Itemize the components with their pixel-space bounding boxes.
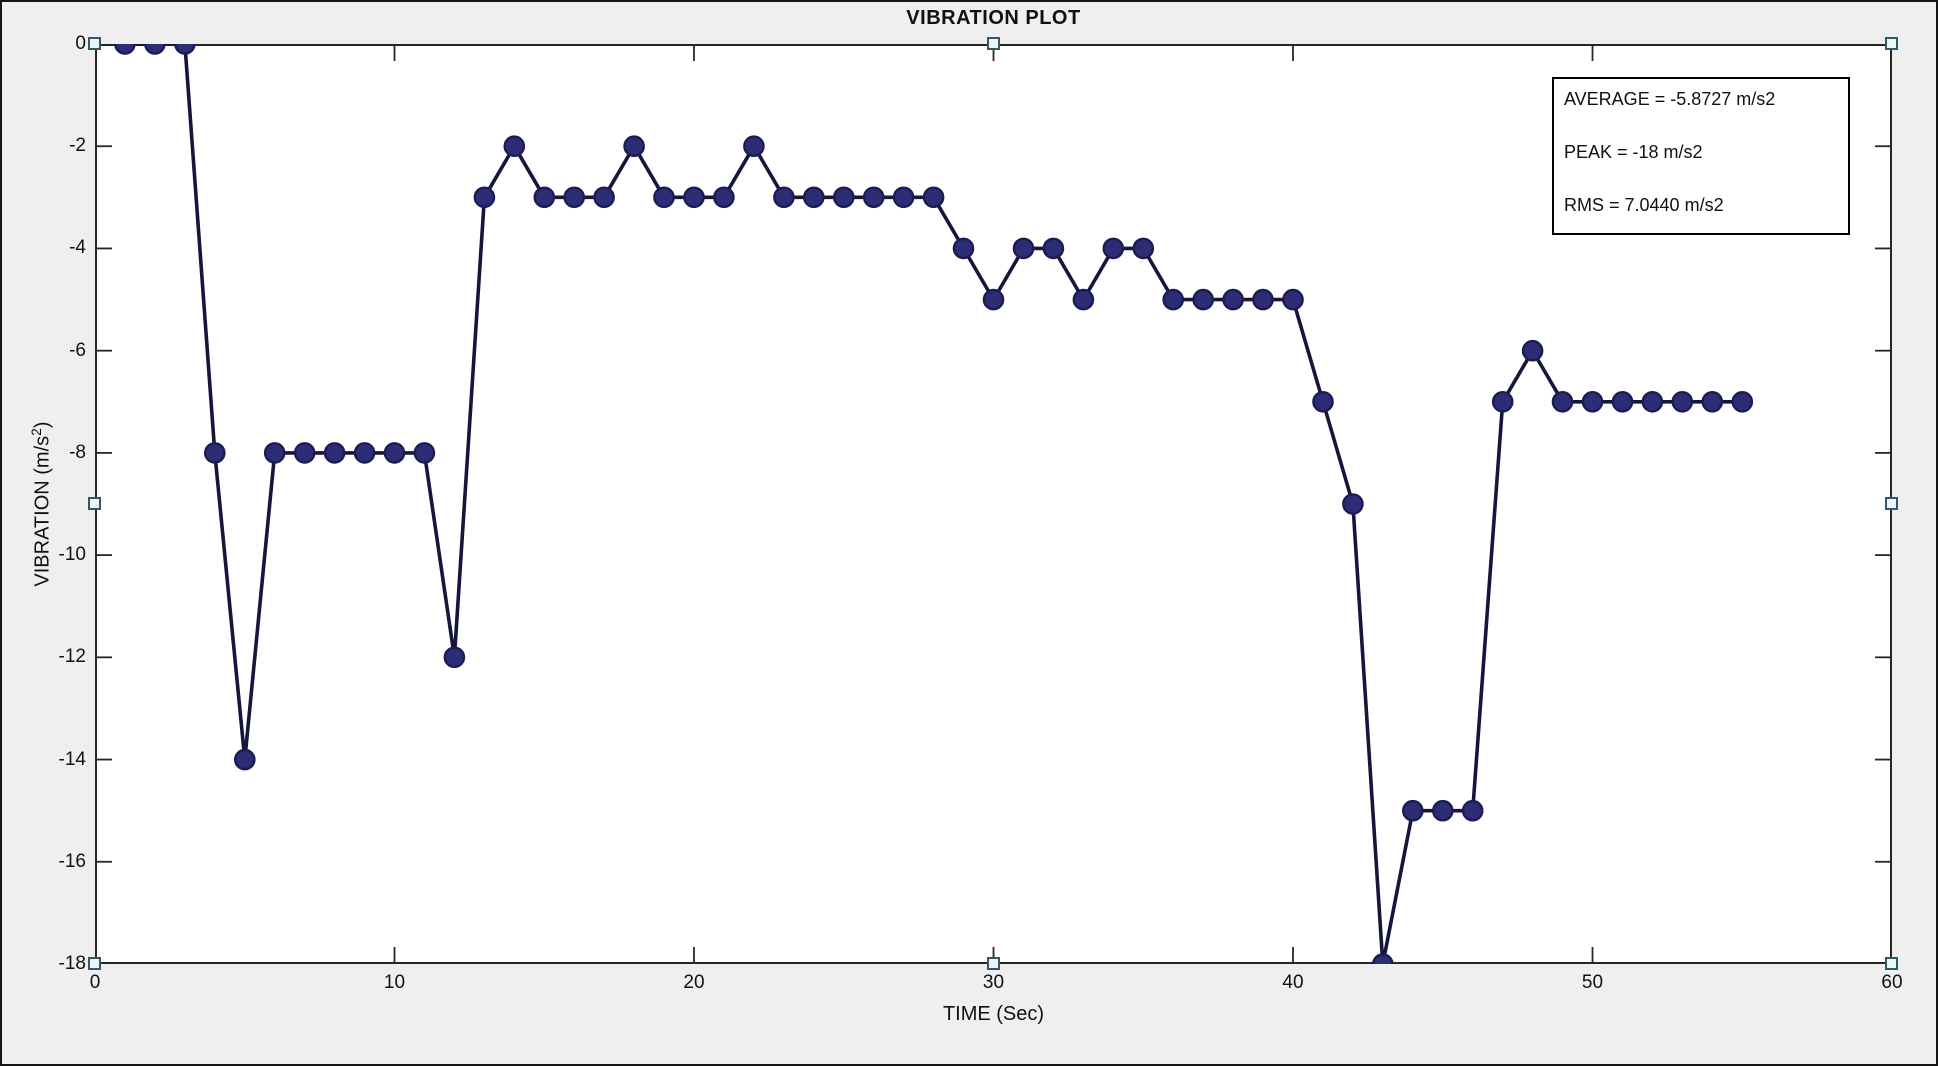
data-point-marker[interactable] <box>383 442 406 464</box>
data-point-marker[interactable] <box>323 442 346 464</box>
x-tick-label: 40 <box>1282 972 1304 993</box>
data-point-marker[interactable] <box>204 442 226 464</box>
y-tick-label: -4 <box>69 237 86 259</box>
data-point-marker[interactable] <box>1042 237 1065 260</box>
y-tick-label: -2 <box>69 135 86 157</box>
data-point-marker[interactable] <box>862 186 885 209</box>
data-point-marker[interactable] <box>833 186 855 209</box>
data-point-marker[interactable] <box>563 186 586 209</box>
data-point-marker[interactable] <box>1611 390 1634 413</box>
data-point-marker[interactable] <box>892 186 915 209</box>
y-tick-label: -14 <box>58 748 86 770</box>
data-point-marker[interactable] <box>803 186 825 209</box>
data-point-marker[interactable] <box>1252 288 1274 311</box>
stats-line-average: AVERAGE = -5.8727 m/s2 <box>1564 89 1776 109</box>
stats-line-rms: RMS = 7.0440 m/s2 <box>1564 195 1724 215</box>
data-point-marker[interactable] <box>1491 390 1514 413</box>
y-tick-label: -10 <box>58 544 86 566</box>
stats-line-peak: PEAK = -18 m/s2 <box>1564 142 1703 162</box>
chart-title: VIBRATION PLOT <box>906 7 1081 29</box>
data-point-marker[interactable] <box>593 186 615 209</box>
vibration-series[interactable] <box>114 44 1754 964</box>
data-point-marker[interactable] <box>1521 339 1544 362</box>
data-point-marker[interactable] <box>1402 799 1424 822</box>
data-point-marker[interactable] <box>952 237 975 260</box>
data-point-marker[interactable] <box>1162 288 1184 311</box>
data-point-marker[interactable] <box>1432 799 1454 822</box>
x-tick-label: 10 <box>383 972 406 993</box>
vibration-line[interactable] <box>123 44 1745 964</box>
y-axis-label: VIBRATION (m/s2) <box>28 421 54 587</box>
data-point-marker[interactable] <box>144 44 166 55</box>
data-point-marker[interactable] <box>713 186 735 209</box>
y-tick-label: -8 <box>69 441 86 463</box>
data-point-marker[interactable] <box>1282 288 1304 311</box>
data-point-marker[interactable] <box>1072 288 1095 311</box>
data-point-marker[interactable] <box>1641 390 1664 413</box>
y-tick-label: -16 <box>58 850 86 872</box>
data-point-marker[interactable] <box>1312 390 1334 413</box>
data-point-marker[interactable] <box>653 186 675 209</box>
vibration-chart <box>95 44 1892 964</box>
selection-handle-right-middle[interactable] <box>1885 497 1898 510</box>
selection-handle-bottom-center[interactable] <box>986 957 1000 970</box>
data-point-marker[interactable] <box>353 442 376 464</box>
selection-handle-bottom-left[interactable] <box>88 957 101 970</box>
x-tick-label: 0 <box>89 972 101 993</box>
data-point-marker[interactable] <box>683 186 705 209</box>
stats-annotation-box[interactable]: AVERAGE = -5.8727 m/s2 PEAK = -18 m/s2 R… <box>1552 77 1850 235</box>
x-tick-label: 50 <box>1581 972 1604 993</box>
x-tick-label: 20 <box>683 972 705 993</box>
selection-handle-bottom-right[interactable] <box>1885 957 1898 970</box>
data-point-marker[interactable] <box>233 748 256 771</box>
selection-handle-top-left[interactable] <box>88 37 101 50</box>
tick-marks <box>95 44 1892 964</box>
data-point-marker[interactable] <box>413 442 436 464</box>
data-point-marker[interactable] <box>174 44 196 55</box>
data-point-marker[interactable] <box>623 135 645 157</box>
data-point-marker[interactable] <box>1222 288 1244 311</box>
data-point-marker[interactable] <box>773 186 795 209</box>
data-point-marker[interactable] <box>1192 288 1214 311</box>
data-point-marker[interactable] <box>503 135 526 157</box>
y-tick-label: -12 <box>58 646 86 668</box>
data-point-marker[interactable] <box>922 186 945 209</box>
y-tick-label: -18 <box>58 953 86 974</box>
data-point-marker[interactable] <box>114 44 136 55</box>
data-point-marker[interactable] <box>473 186 496 209</box>
data-point-marker[interactable] <box>1551 390 1574 413</box>
data-point-marker[interactable] <box>1671 390 1694 413</box>
selection-handle-top-center[interactable] <box>986 37 1000 50</box>
data-point-marker[interactable] <box>1132 237 1155 260</box>
data-point-marker[interactable] <box>743 135 765 157</box>
selection-handle-top-right[interactable] <box>1885 37 1898 50</box>
data-point-marker[interactable] <box>1342 493 1364 515</box>
data-point-marker[interactable] <box>263 442 286 464</box>
x-axis-label: TIME (Sec) <box>942 1003 1045 1025</box>
data-point-marker[interactable] <box>1372 953 1394 964</box>
x-tick-label: 30 <box>982 972 1005 993</box>
y-tick-label: 0 <box>75 33 86 54</box>
data-point-marker[interactable] <box>1461 799 1484 822</box>
data-point-marker[interactable] <box>1731 390 1754 413</box>
y-tick-label: -6 <box>69 339 86 361</box>
data-point-marker[interactable] <box>293 442 316 464</box>
data-point-marker[interactable] <box>982 288 1005 311</box>
selection-handle-left-middle[interactable] <box>88 497 101 510</box>
data-point-marker[interactable] <box>1701 390 1724 413</box>
data-point-marker[interactable] <box>443 646 466 669</box>
data-point-marker[interactable] <box>1581 390 1604 413</box>
x-tick-label: 60 <box>1881 972 1903 993</box>
data-point-marker[interactable] <box>1102 237 1125 260</box>
data-point-marker[interactable] <box>1012 237 1035 260</box>
data-point-marker[interactable] <box>533 186 556 209</box>
